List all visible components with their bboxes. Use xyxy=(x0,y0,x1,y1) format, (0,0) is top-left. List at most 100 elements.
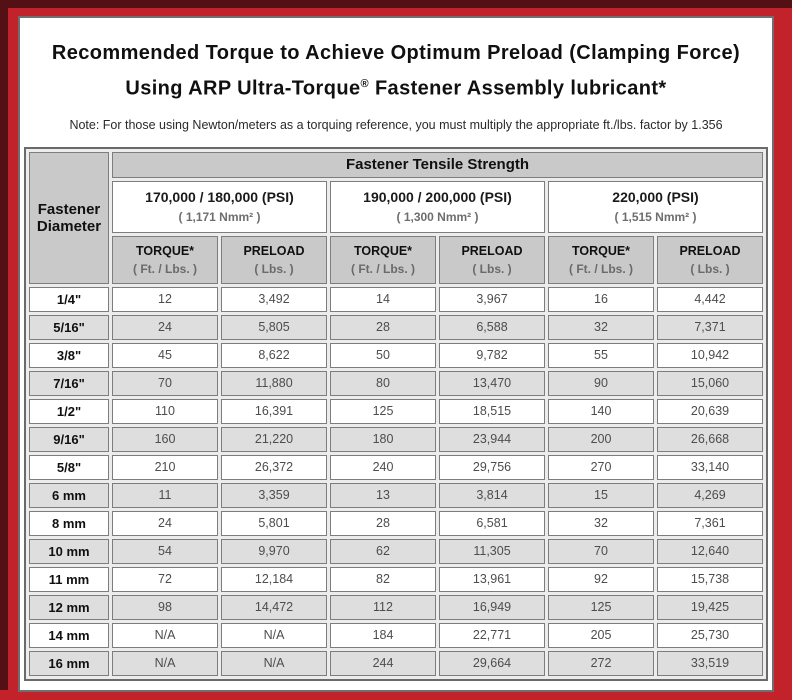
diameter-cell: 9/16" xyxy=(29,426,109,452)
torque-spec-table: Fastener Diameter Fastener Tensile Stren… xyxy=(24,146,768,681)
preload-value-cell: 6,581 xyxy=(439,510,545,536)
torque-table-container: Fastener Diameter Fastener Tensile Stren… xyxy=(24,146,768,681)
preload-header-units: ( Lbs. ) xyxy=(472,261,512,276)
table-row: 8 mm 24 5,801 28 6,581 32 7,361 xyxy=(29,510,763,536)
fastener-diameter-label: Fastener Diameter xyxy=(36,200,102,235)
diameter-cell: 16 mm xyxy=(29,650,109,676)
preload-header-label: PRELOAD xyxy=(243,243,305,258)
diameter-cell: 6 mm xyxy=(29,482,109,508)
nmm-label: ( 1,300 Nmm² ) xyxy=(396,210,479,225)
preload-value-cell: 4,442 xyxy=(657,286,763,312)
torque-value-cell: 112 xyxy=(330,594,436,620)
torque-value-cell: 82 xyxy=(330,566,436,592)
preload-value-cell: N/A xyxy=(221,650,327,676)
torque-value-cell: 80 xyxy=(330,370,436,396)
preload-value-cell: 11,305 xyxy=(439,538,545,564)
psi-label: 190,000 / 200,000 (PSI) xyxy=(363,189,512,206)
preload-column-header: PRELOAD ( Lbs. ) xyxy=(657,235,763,284)
torque-value-cell: 15 xyxy=(548,482,654,508)
torque-value-cell: 90 xyxy=(548,370,654,396)
preload-value-cell: 7,371 xyxy=(657,314,763,340)
preload-header-label: PRELOAD xyxy=(679,243,741,258)
psi-label: 220,000 (PSI) xyxy=(612,189,699,206)
preload-value-cell: 5,801 xyxy=(221,510,327,536)
nmm-label: ( 1,171 Nmm² ) xyxy=(178,210,261,225)
torque-value-cell: 28 xyxy=(330,314,436,340)
diameter-cell: 5/16" xyxy=(29,314,109,340)
torque-value-cell: 205 xyxy=(548,622,654,648)
table-row: 5/8" 210 26,372 240 29,756 270 33,140 xyxy=(29,454,763,480)
page-title: Recommended Torque to Achieve Optimum Pr… xyxy=(20,38,772,105)
torque-value-cell: 244 xyxy=(330,650,436,676)
frame-dark-top-edge xyxy=(0,0,792,8)
preload-value-cell: 9,970 xyxy=(221,538,327,564)
nmm-label: ( 1,515 Nmm² ) xyxy=(614,210,697,225)
torque-value-cell: 32 xyxy=(548,314,654,340)
torque-value-cell: 72 xyxy=(112,566,218,592)
preload-value-cell: 3,967 xyxy=(439,286,545,312)
preload-value-cell: 5,805 xyxy=(221,314,327,340)
torque-column-header: TORQUE* ( Ft. / Lbs. ) xyxy=(548,235,654,284)
table-row: 11 mm 72 12,184 82 13,961 92 15,738 xyxy=(29,566,763,592)
torque-value-cell: 14 xyxy=(330,286,436,312)
fastener-tensile-strength-header: Fastener Tensile Strength xyxy=(112,151,763,178)
registered-trademark-symbol: ® xyxy=(360,78,369,90)
psi-group-190-200: 190,000 / 200,000 (PSI) ( 1,300 Nmm² ) xyxy=(330,180,545,233)
torque-value-cell: 12 xyxy=(112,286,218,312)
torque-value-cell: 240 xyxy=(330,454,436,480)
fastener-diameter-header-cell: Fastener Diameter xyxy=(29,151,109,284)
preload-value-cell: 13,470 xyxy=(439,370,545,396)
diameter-cell: 1/4" xyxy=(29,286,109,312)
table-row: 16 mm N/A N/A 244 29,664 272 33,519 xyxy=(29,650,763,676)
preload-header-units: ( Lbs. ) xyxy=(254,261,294,276)
preload-value-cell: 3,814 xyxy=(439,482,545,508)
preload-value-cell: 14,472 xyxy=(221,594,327,620)
torque-value-cell: 125 xyxy=(330,398,436,424)
preload-value-cell: 20,639 xyxy=(657,398,763,424)
table-header: Fastener Diameter Fastener Tensile Stren… xyxy=(29,151,763,284)
psi-rating-header-row: 170,000 / 180,000 (PSI) ( 1,171 Nmm² ) 1… xyxy=(29,180,763,233)
preload-value-cell: 26,668 xyxy=(657,426,763,452)
preload-value-cell: 11,880 xyxy=(221,370,327,396)
torque-value-cell: 45 xyxy=(112,342,218,368)
torque-header-label: TORQUE* xyxy=(353,243,413,258)
preload-value-cell: 8,622 xyxy=(221,342,327,368)
torque-value-cell: 11 xyxy=(112,482,218,508)
table-body: 1/4" 12 3,492 14 3,967 16 4,442 5/16" 24… xyxy=(29,286,763,676)
preload-value-cell: 10,942 xyxy=(657,342,763,368)
torque-value-cell: N/A xyxy=(112,650,218,676)
preload-value-cell: 25,730 xyxy=(657,622,763,648)
torque-value-cell: 13 xyxy=(330,482,436,508)
torque-header-label: TORQUE* xyxy=(135,243,195,258)
table-row: 9/16" 160 21,220 180 23,944 200 26,668 xyxy=(29,426,763,452)
psi-label: 170,000 / 180,000 (PSI) xyxy=(145,189,294,206)
torque-value-cell: 55 xyxy=(548,342,654,368)
preload-value-cell: 3,359 xyxy=(221,482,327,508)
preload-value-cell: 4,269 xyxy=(657,482,763,508)
torque-column-header: TORQUE* ( Ft. / Lbs. ) xyxy=(112,235,218,284)
page-title-line1: Recommended Torque to Achieve Optimum Pr… xyxy=(51,42,741,64)
preload-value-cell: 33,140 xyxy=(657,454,763,480)
torque-value-cell: 92 xyxy=(548,566,654,592)
frame-dark-left-edge xyxy=(0,0,8,690)
preload-value-cell: N/A xyxy=(221,622,327,648)
torque-value-cell: 50 xyxy=(330,342,436,368)
table-row: 3/8" 45 8,622 50 9,782 55 10,942 xyxy=(29,342,763,368)
diameter-cell: 8 mm xyxy=(29,510,109,536)
column-header-row: TORQUE* ( Ft. / Lbs. ) PRELOAD ( Lbs. ) … xyxy=(29,235,763,284)
table-row: 1/2" 110 16,391 125 18,515 140 20,639 xyxy=(29,398,763,424)
table-row: 10 mm 54 9,970 62 11,305 70 12,640 xyxy=(29,538,763,564)
content-panel: Recommended Torque to Achieve Optimum Pr… xyxy=(18,16,774,692)
preload-value-cell: 12,640 xyxy=(657,538,763,564)
preload-value-cell: 16,391 xyxy=(221,398,327,424)
torque-value-cell: 32 xyxy=(548,510,654,536)
torque-column-header: TORQUE* ( Ft. / Lbs. ) xyxy=(330,235,436,284)
torque-value-cell: 28 xyxy=(330,510,436,536)
preload-value-cell: 29,756 xyxy=(439,454,545,480)
preload-value-cell: 16,949 xyxy=(439,594,545,620)
torque-value-cell: 16 xyxy=(548,286,654,312)
torque-value-cell: 125 xyxy=(548,594,654,620)
table-row: 7/16" 70 11,880 80 13,470 90 15,060 xyxy=(29,370,763,396)
torque-value-cell: 70 xyxy=(112,370,218,396)
torque-value-cell: N/A xyxy=(112,622,218,648)
